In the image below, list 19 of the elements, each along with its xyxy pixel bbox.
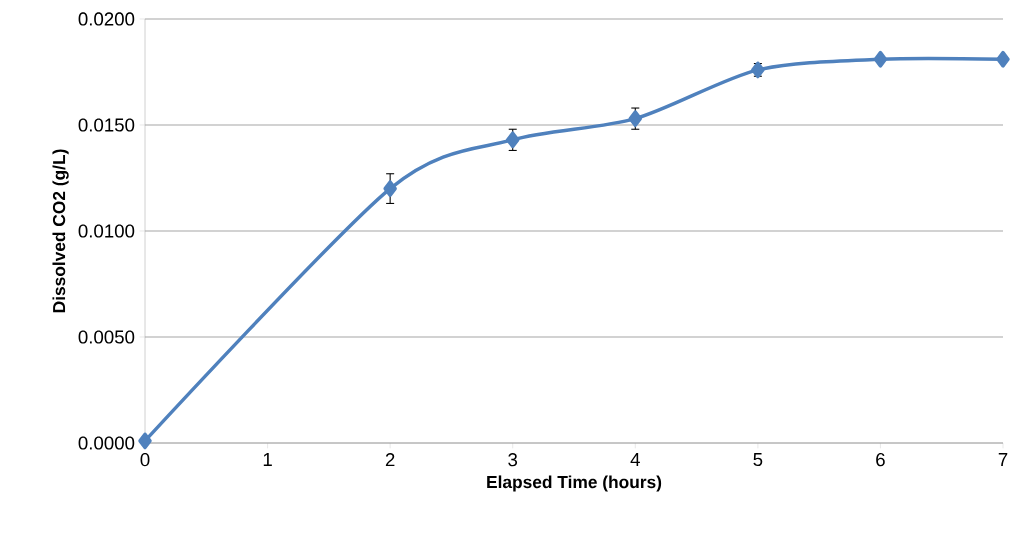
y-tick-label: 0.0100: [78, 224, 135, 238]
y-tick-label: 0.0000: [78, 436, 135, 450]
y-tick-label: 0.0050: [78, 330, 135, 344]
x-tick-label: 1: [263, 453, 272, 466]
y-axis-title: Dissolved CO2 (g/L): [52, 149, 69, 313]
x-tick-label: 6: [876, 453, 885, 467]
x-tick-label: 2: [385, 453, 395, 467]
x-tick-label: 7: [998, 453, 1008, 466]
point: [996, 50, 1010, 68]
x-tick-label: 3: [508, 453, 518, 467]
y-tick-label: 0.0150: [78, 118, 135, 132]
y-tick-label: 0.0200: [78, 12, 135, 26]
x-tick-label: 5: [753, 453, 763, 467]
point: [873, 50, 888, 68]
x-axis-title: Elapsed Time (hours): [487, 475, 662, 492]
point: [138, 432, 152, 450]
point: [383, 180, 397, 198]
x-tick-label: 0: [140, 453, 150, 467]
x-tick-label: 4: [630, 453, 640, 466]
